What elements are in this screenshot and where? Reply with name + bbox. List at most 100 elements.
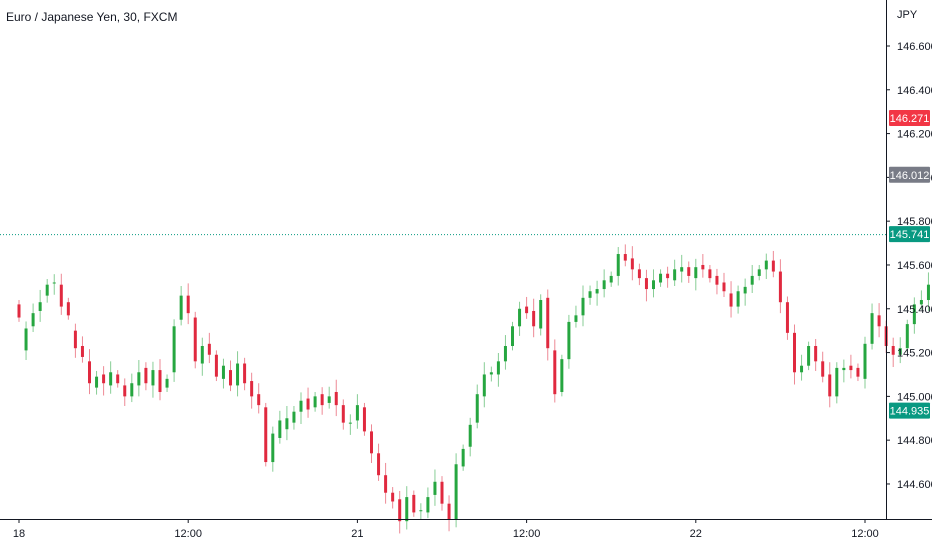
candle	[116, 370, 120, 388]
candle	[567, 314, 571, 369]
candle	[560, 354, 564, 397]
time-tick-label: 22	[690, 528, 702, 540]
candle-body	[793, 332, 796, 373]
candle	[623, 244, 627, 267]
candle-body	[673, 269, 677, 281]
candle	[229, 360, 232, 392]
candle	[313, 391, 317, 412]
price-axis[interactable]: 146.600146.400146.200146.000145.800145.6…	[886, 41, 932, 491]
candle	[80, 336, 84, 363]
candle	[362, 402, 366, 436]
candle	[200, 337, 204, 376]
price-tag-label: 144.935	[890, 406, 930, 418]
time-tick-label: 12:00	[851, 528, 879, 540]
candle-body	[835, 367, 839, 397]
candle-body	[398, 499, 402, 522]
candle	[687, 261, 691, 283]
candles-group	[17, 244, 930, 534]
candle	[546, 289, 550, 361]
candle	[609, 271, 613, 287]
candle-body	[750, 275, 754, 285]
candle	[814, 338, 818, 371]
candle	[511, 321, 514, 351]
candle-body	[623, 254, 627, 261]
candle-body	[278, 420, 282, 438]
candle	[355, 394, 359, 429]
candle-body	[736, 291, 740, 307]
candle	[743, 278, 747, 306]
candle-body	[271, 433, 275, 463]
candle	[877, 303, 881, 338]
candle-body	[680, 267, 684, 272]
candle	[95, 370, 99, 395]
candle	[405, 486, 409, 530]
price-tick-label: 144.600	[897, 479, 932, 491]
candle	[793, 324, 796, 385]
candle	[835, 362, 839, 404]
candle-body	[609, 275, 613, 283]
candle-body	[426, 497, 430, 513]
candle-body	[454, 464, 458, 519]
candle	[66, 297, 70, 320]
candle	[503, 335, 507, 370]
time-tick-label: 21	[351, 528, 363, 540]
stop-price-tag: 146.271	[889, 110, 930, 127]
candle-body	[80, 346, 84, 357]
candle	[130, 373, 134, 403]
candle	[109, 361, 113, 394]
candle-body	[285, 418, 289, 430]
candle	[59, 273, 63, 315]
candle	[306, 387, 310, 418]
candle	[849, 354, 853, 379]
candle	[630, 246, 634, 281]
time-tick-label: 12:00	[513, 528, 541, 540]
candle-body	[616, 254, 620, 276]
candle-body	[384, 475, 388, 493]
candle	[602, 269, 606, 298]
candle	[454, 453, 458, 528]
candle-body	[52, 282, 56, 284]
candle	[800, 354, 804, 381]
candle-body	[391, 492, 395, 502]
candle-body	[327, 396, 331, 403]
candle	[489, 366, 493, 382]
candle-body	[644, 278, 648, 290]
candle	[905, 319, 909, 353]
candle	[496, 353, 500, 387]
candle	[701, 254, 705, 278]
candle-body	[165, 378, 169, 388]
candle	[52, 274, 56, 295]
price-tag-label: 145.741	[890, 229, 930, 241]
candle	[158, 359, 162, 401]
candle-body	[412, 494, 416, 513]
candle	[137, 360, 141, 397]
candle-body	[489, 372, 493, 375]
candle	[370, 424, 373, 463]
candle-body	[807, 346, 811, 366]
candle-body	[264, 407, 268, 463]
candle	[447, 495, 451, 532]
candle-body	[546, 297, 550, 349]
candle	[236, 351, 240, 397]
candle-body	[849, 365, 853, 371]
candle-body	[652, 280, 655, 290]
candle-body	[172, 326, 176, 373]
candle-body	[496, 361, 500, 375]
candle-body	[553, 350, 557, 395]
candle	[757, 264, 761, 281]
price-tick-label: 145.200	[897, 348, 932, 360]
target-price-tag: 144.935	[889, 402, 930, 419]
candle-body	[694, 267, 698, 279]
candle	[426, 487, 430, 519]
candle-body	[588, 291, 592, 298]
candle-body	[250, 381, 254, 397]
candle-body	[243, 363, 247, 384]
time-tick-label: 12:00	[174, 528, 202, 540]
candle	[828, 362, 832, 408]
candle-body	[116, 374, 120, 384]
candle-body	[355, 405, 359, 421]
chart-title: Euro / Japanese Yen, 30, FXCM	[6, 10, 178, 24]
candle-body	[687, 267, 691, 276]
